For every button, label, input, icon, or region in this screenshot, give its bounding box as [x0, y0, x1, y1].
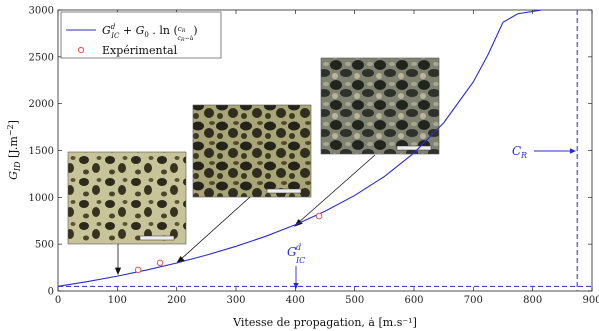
annotation-gic-d: G d IC: [287, 243, 305, 289]
x-axis-title: Vitesse de propagation, ȧ [m.s⁻¹]: [232, 316, 417, 329]
svg-text:d: d: [296, 243, 301, 252]
y-tick-label: 1000: [29, 193, 54, 204]
experimental-point: [134, 266, 142, 274]
experimental-point: [315, 212, 323, 220]
micrograph-low-speed: [67, 151, 187, 245]
svg-text:IC: IC: [295, 256, 305, 265]
legend-label-experimental: Expérimental: [102, 44, 178, 57]
reference-lines: [58, 10, 592, 291]
y-axis-title: GID [J.m−2]: [6, 120, 22, 180]
x-tick-label: 500: [345, 295, 364, 306]
y-tick-label: 2500: [29, 52, 54, 63]
y-tick-label: 1500: [29, 146, 54, 157]
x-tick-label: 300: [226, 295, 245, 306]
x-axis-ticks: 0 100 200 300 400 500 600 700 800 900: [55, 10, 599, 306]
x-tick-label: 700: [464, 295, 483, 306]
annotation-c-r: C R: [512, 144, 576, 160]
experimental-point: [156, 259, 164, 267]
x-tick-label: 600: [404, 295, 423, 306]
svg-text:R: R: [520, 151, 527, 160]
x-tick-label: 200: [167, 295, 186, 306]
x-tick-label: 900: [582, 295, 599, 306]
legend-label-model: Gd IC + G0 . ln (cR cR−ȧ): [102, 23, 198, 43]
micrograph-mid-speed: [192, 104, 312, 198]
y-tick-label: 3000: [29, 6, 54, 17]
svg-text:G: G: [287, 245, 297, 259]
y-axis-ticks: 0 500 1000 1500 2000 2500 3000: [29, 6, 592, 298]
svg-text:GID [J.m−2]: GID [J.m−2]: [6, 120, 22, 180]
legend: Gd IC + G0 . ln (cR cR−ȧ) Expérimental: [60, 11, 222, 59]
x-tick-label: 100: [108, 295, 127, 306]
y-tick-label: 0: [48, 287, 54, 298]
x-tick-label: 800: [523, 295, 542, 306]
y-tick-label: 500: [35, 240, 54, 251]
svg-text:C: C: [512, 144, 521, 158]
model-curve-line: [58, 10, 542, 287]
y-tick-label: 2000: [29, 99, 54, 110]
x-tick-label: 400: [286, 295, 305, 306]
micrograph-high-speed: [320, 57, 440, 155]
x-tick-label: 0: [55, 295, 61, 306]
series-layer: [58, 10, 542, 287]
